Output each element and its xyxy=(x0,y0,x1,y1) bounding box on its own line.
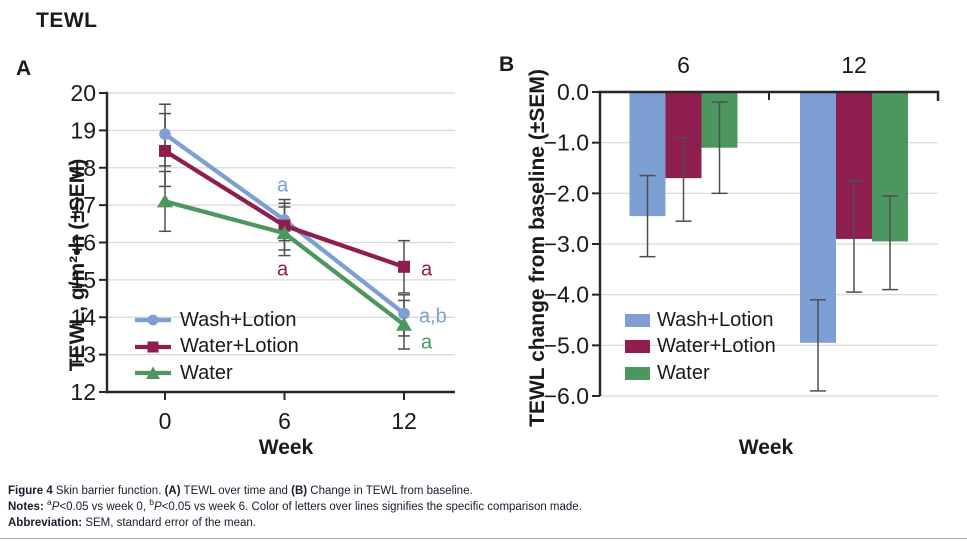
panel-b-legend: Wash+Lotion Water+Lotion Water xyxy=(625,307,776,387)
color-swatch-icon xyxy=(625,340,650,354)
data-point xyxy=(276,225,293,240)
y-tick-label: 12 xyxy=(70,379,96,405)
circle-marker-icon xyxy=(135,314,171,326)
legend-label: Wash+Lotion xyxy=(657,308,774,331)
series-water xyxy=(157,193,412,331)
panel-a-significance-labels: a a a a,b a xyxy=(277,175,447,354)
bottom-divider xyxy=(0,538,967,539)
y-tick-label: 14 xyxy=(70,304,96,330)
legend-label: Water xyxy=(180,361,233,384)
legend-item-water: Water xyxy=(625,360,776,387)
figure-title: TEWL xyxy=(36,9,98,32)
y-tick-label: −6.0 xyxy=(544,383,589,409)
y-tick-label: 19 xyxy=(70,117,96,143)
y-tick-label: −4.0 xyxy=(544,282,589,308)
legend-item-wash-lotion: Wash+Lotion xyxy=(133,307,299,334)
caption-figure-line: Figure 4 Skin barrier function. (A) TEWL… xyxy=(8,485,473,497)
y-tick-label: −5.0 xyxy=(544,332,589,358)
x-tick-label: 6 xyxy=(278,408,291,434)
square-marker-icon xyxy=(135,341,171,353)
data-point xyxy=(159,144,171,157)
x-tick-label: 12 xyxy=(391,408,417,434)
panel-b-tick-labels: 0.0 −1.0 −2.0 −3.0 −4.0 −5.0 −6.0 6 12 xyxy=(544,52,867,409)
legend-item-water-lotion: Water+Lotion xyxy=(625,334,776,361)
y-tick-label: 0.0 xyxy=(557,79,589,105)
y-tick-label: −3.0 xyxy=(544,231,589,257)
panel-a-legend: Wash+Lotion Water+Lotion Water xyxy=(133,307,299,387)
caption-notes-label: Notes: xyxy=(8,501,47,513)
color-swatch-icon xyxy=(625,366,650,380)
significance-label: a xyxy=(277,175,289,197)
legend-label: Water+Lotion xyxy=(657,335,776,358)
figure-caption: Figure 4 Skin barrier function. (A) TEWL… xyxy=(8,483,960,531)
caption-abbreviation-label: Abbreviation: xyxy=(8,517,83,529)
y-tick-label: −1.0 xyxy=(544,130,589,156)
panel-a-tick-labels: 20 19 18 17 16 15 14 13 12 0 6 12 xyxy=(70,80,416,434)
panel-b-bars xyxy=(629,93,908,343)
significance-label: a xyxy=(277,259,289,281)
y-tick-label: 15 xyxy=(70,267,96,293)
caption-panel-b-ref: (B) xyxy=(291,485,308,497)
triangle-marker-icon xyxy=(135,366,171,380)
y-tick-label: 20 xyxy=(70,80,96,106)
panel-b-axes xyxy=(592,90,940,397)
caption-panel-a-ref: (A) xyxy=(164,485,181,497)
data-point xyxy=(159,128,171,140)
caption-notes-line: Notes: aP<0.05 vs week 0, bP<0.05 vs wee… xyxy=(8,497,582,513)
legend-label: Water+Lotion xyxy=(180,335,299,358)
panel-a-x-axis-title: Week xyxy=(258,436,314,459)
data-point xyxy=(157,193,173,208)
y-tick-label: 17 xyxy=(70,192,96,218)
significance-label: a xyxy=(421,259,433,281)
group-label: 6 xyxy=(677,52,690,78)
y-tick-label: −2.0 xyxy=(544,180,589,206)
caption-abbreviation-line: Abbreviation: SEM, standard error of the… xyxy=(8,517,256,529)
y-tick-label: 18 xyxy=(70,155,96,181)
significance-label: a,b xyxy=(419,305,447,327)
panel-b-label: B xyxy=(499,53,515,76)
panel-a-axes xyxy=(99,91,455,400)
caption-figure-label: Figure 4 xyxy=(8,485,53,497)
legend-label: Wash+Lotion xyxy=(180,308,297,331)
panel-b-error-bars xyxy=(639,101,898,392)
legend-item-water: Water xyxy=(133,360,299,387)
y-tick-label: 16 xyxy=(70,230,96,256)
group-label: 12 xyxy=(841,52,867,78)
legend-label: Water xyxy=(657,361,710,384)
data-point xyxy=(396,317,412,331)
data-point xyxy=(398,307,410,320)
y-tick-label: 13 xyxy=(70,342,96,368)
significance-label: a xyxy=(421,332,433,354)
panel-a-label: A xyxy=(16,57,32,80)
legend-item-water-lotion: Water+Lotion xyxy=(133,334,299,361)
charts-canvas: 20 19 18 17 16 15 14 13 12 0 6 12 a a a a,b a 0.0 −1.0 −2.0… xyxy=(70,52,940,434)
legend-item-wash-lotion: Wash+Lotion xyxy=(625,307,776,334)
color-swatch-icon xyxy=(625,313,650,327)
x-tick-label: 0 xyxy=(159,408,172,434)
panel-b-x-axis-title: Week xyxy=(738,436,794,459)
data-point xyxy=(398,260,410,273)
